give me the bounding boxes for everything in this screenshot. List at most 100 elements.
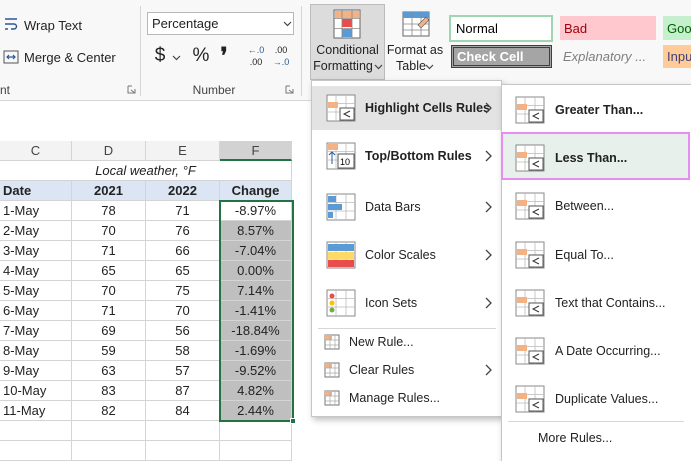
decrease-decimal-bottom[interactable]: →.0 xyxy=(272,57,290,67)
cell-style[interactable]: Normal xyxy=(449,15,553,42)
cf-label-2[interactable]: Formatting xyxy=(313,59,373,73)
cell: 66 xyxy=(146,241,220,261)
dropdown-caret xyxy=(283,21,292,27)
column-header: D xyxy=(72,141,146,161)
svg-text:10: 10 xyxy=(340,157,350,167)
menu-small-icon xyxy=(324,334,340,350)
dropdown-caret xyxy=(374,64,383,70)
empty-cell xyxy=(146,441,220,461)
menu-small-icon xyxy=(324,390,340,406)
increase-decimal-top[interactable]: ←.0 xyxy=(247,45,265,55)
empty-cell xyxy=(146,421,220,441)
menu-icon xyxy=(515,144,545,172)
submenu-arrow xyxy=(485,150,492,162)
cell: 71 xyxy=(72,241,146,261)
menu-item[interactable]: New Rule... xyxy=(349,335,414,349)
cell: 4-May xyxy=(0,261,72,281)
increase-decimal-bottom[interactable]: .00 xyxy=(249,57,263,67)
submenu-item[interactable]: Text that Contains... xyxy=(555,295,666,310)
separator xyxy=(140,6,141,96)
menu-icon xyxy=(515,385,545,413)
menu-item[interactable]: Top/Bottom Rules xyxy=(365,149,472,163)
cell: 6-May xyxy=(0,301,72,321)
cell: 84 xyxy=(146,401,220,421)
cell: 10-May xyxy=(0,381,72,401)
cell: 57 xyxy=(146,361,220,381)
menu-item[interactable]: Clear Rules xyxy=(349,363,415,377)
cell: 76 xyxy=(146,221,220,241)
menu-item[interactable]: Color Scales xyxy=(365,248,436,262)
menu-separator xyxy=(318,328,496,329)
currency-button[interactable]: $ xyxy=(154,45,166,66)
merge-icon xyxy=(3,50,19,64)
empty-cell xyxy=(0,421,72,441)
dialog-launcher xyxy=(127,85,136,94)
cell: -18.84% xyxy=(220,321,292,341)
fat-label-2[interactable]: Table xyxy=(396,59,426,73)
cell: 70 xyxy=(146,301,220,321)
cell: 56 xyxy=(146,321,220,341)
submenu-arrow xyxy=(485,364,492,376)
cell: 9-May xyxy=(0,361,72,381)
wrap-icon xyxy=(5,18,18,30)
submenu-item[interactable]: Less Than... xyxy=(555,151,628,166)
cell: 1-May xyxy=(0,201,72,221)
empty-cell xyxy=(0,441,72,461)
cell: 4.82% xyxy=(220,381,292,401)
empty-cell xyxy=(72,421,146,441)
cell-style[interactable]: Check Cell xyxy=(451,45,552,68)
cell: 59 xyxy=(72,341,146,361)
cell: 65 xyxy=(146,261,220,281)
cell-style[interactable]: Explanatory ... xyxy=(563,49,647,64)
column-header: E xyxy=(146,141,220,161)
decrease-decimal-top[interactable]: .00 xyxy=(274,45,288,55)
menu-icon xyxy=(326,241,356,269)
cell: 65 xyxy=(72,261,146,281)
number-format-dropdown[interactable]: Percentage xyxy=(147,12,294,35)
cf-label-1[interactable]: Conditional xyxy=(316,43,379,57)
empty-cell xyxy=(220,441,292,461)
submenu-item[interactable]: Equal To... xyxy=(555,247,614,262)
table-header: Change xyxy=(220,181,292,201)
cell: 2-May xyxy=(0,221,72,241)
menu-small-icon xyxy=(324,362,340,378)
cell: -8.97% xyxy=(220,201,292,221)
fill-handle xyxy=(290,418,296,424)
cell: 70 xyxy=(72,221,146,241)
submenu-item[interactable]: More Rules... xyxy=(538,431,613,445)
cell: 7-May xyxy=(0,321,72,341)
empty-cell xyxy=(72,441,146,461)
cell: 78 xyxy=(72,201,146,221)
cell: 7.14% xyxy=(220,281,292,301)
fat-label-1[interactable]: Format as xyxy=(386,43,444,57)
percent-button[interactable]: % xyxy=(192,45,210,66)
dialog-launcher xyxy=(285,85,294,94)
submenu-item[interactable]: Between... xyxy=(555,199,615,214)
cell-style[interactable]: Bad xyxy=(560,16,656,40)
submenu-arrow xyxy=(485,102,492,114)
cell-style[interactable]: Goo xyxy=(663,16,691,40)
menu-item[interactable]: Manage Rules... xyxy=(349,391,441,405)
wrap-text[interactable]: Wrap Text xyxy=(24,17,83,33)
menu-icon xyxy=(326,94,356,122)
group-label: Number xyxy=(192,83,236,97)
submenu-item[interactable]: Duplicate Values... xyxy=(555,392,659,407)
menu-item[interactable]: Highlight Cells Rules xyxy=(365,101,491,115)
submenu-item[interactable]: A Date Occurring... xyxy=(555,344,661,358)
menu-item[interactable]: Data Bars xyxy=(365,200,421,214)
cell: 11-May xyxy=(0,401,72,421)
cell: 71 xyxy=(146,201,220,221)
empty-cell xyxy=(220,421,292,441)
cell-style[interactable]: Inpu xyxy=(663,45,691,68)
cell: -1.69% xyxy=(220,341,292,361)
cell: 75 xyxy=(146,281,220,301)
comma-button[interactable]: ❜ xyxy=(220,43,228,68)
submenu-item[interactable]: Greater Than... xyxy=(555,103,644,117)
group-label: nt xyxy=(0,83,11,97)
menu-item[interactable]: Icon Sets xyxy=(365,296,418,310)
cell: 3-May xyxy=(0,241,72,261)
merge-center[interactable]: Merge & Center xyxy=(24,49,116,65)
column-header: F xyxy=(220,141,292,161)
separator xyxy=(301,6,302,96)
table-header: 2022 xyxy=(146,181,220,201)
